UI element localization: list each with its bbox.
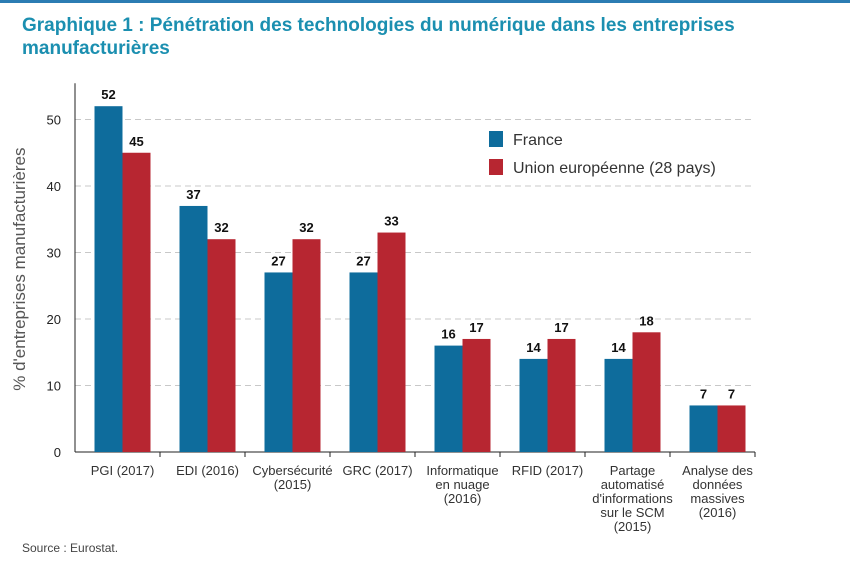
bar-france-6 [519, 358, 548, 452]
value-label-france: 7 [700, 386, 707, 401]
bar-france-3 [264, 272, 293, 452]
bar-france-2 [179, 205, 208, 452]
value-label-france: 27 [271, 253, 285, 268]
y-tick-label: 20 [47, 312, 61, 327]
category-label: Partage [610, 463, 656, 478]
y-axis-label: % d'entreprises manufacturières [10, 148, 29, 391]
chart-title: Graphique 1 : Pénétration des technologi… [22, 15, 735, 59]
category-label: (2015) [274, 477, 312, 492]
value-label-france: 14 [611, 340, 626, 355]
value-label-france: 14 [526, 340, 541, 355]
category-label: en nuage [435, 477, 489, 492]
bar-france-1 [94, 106, 123, 452]
legend-label: Union européenne (28 pays) [513, 160, 716, 177]
category-label: automatisé [601, 477, 665, 492]
category-label: GRC (2017) [342, 463, 412, 478]
source-note: Source : Eurostat. [22, 541, 119, 555]
value-label-eu: 33 [384, 214, 398, 229]
legend-swatch [489, 131, 503, 147]
category-label: Analyse des [682, 463, 753, 478]
category-label: d'informations [592, 491, 673, 506]
category-label: PGI (2017) [91, 463, 155, 478]
bar-france-7 [604, 358, 633, 452]
bar-france-5 [434, 345, 463, 452]
bar-eu-4 [377, 232, 406, 452]
value-label-eu: 32 [214, 220, 228, 235]
legend-label: France [513, 132, 563, 149]
value-label-france: 16 [441, 327, 455, 342]
value-label-france: 52 [101, 87, 115, 102]
bar-eu-8 [717, 405, 746, 452]
value-label-eu: 7 [728, 386, 735, 401]
category-label: sur le SCM [600, 505, 664, 520]
bar-eu-5 [462, 338, 491, 452]
bar-eu-1 [122, 152, 151, 452]
bar-eu-3 [292, 239, 321, 452]
y-tick-label: 50 [47, 113, 61, 128]
category-label: Cybersécurité [252, 463, 332, 478]
value-label-eu: 32 [299, 220, 313, 235]
y-tick-label: 10 [47, 379, 61, 394]
value-label-eu: 17 [469, 320, 483, 335]
category-label: EDI (2016) [176, 463, 239, 478]
y-tick-label: 40 [47, 179, 61, 194]
y-tick-label: 30 [47, 246, 61, 261]
bar-eu-6 [547, 338, 576, 452]
category-label: (2015) [614, 519, 652, 534]
value-label-france: 37 [186, 187, 200, 202]
value-label-eu: 18 [639, 313, 653, 328]
category-label: données [693, 477, 743, 492]
value-label-france: 27 [356, 253, 370, 268]
bar-france-4 [349, 272, 378, 452]
y-tick-label: 0 [54, 445, 61, 460]
category-label: massives [690, 491, 745, 506]
bar-eu-7 [632, 332, 661, 452]
value-label-eu: 17 [554, 320, 568, 335]
category-label: RFID (2017) [512, 463, 584, 478]
category-label: (2016) [699, 505, 737, 520]
category-label: Informatique [426, 463, 498, 478]
bar-france-8 [689, 405, 718, 452]
legend-swatch [489, 159, 503, 175]
value-label-eu: 45 [129, 134, 143, 149]
bar-eu-2 [207, 239, 236, 452]
category-label: (2016) [444, 491, 482, 506]
